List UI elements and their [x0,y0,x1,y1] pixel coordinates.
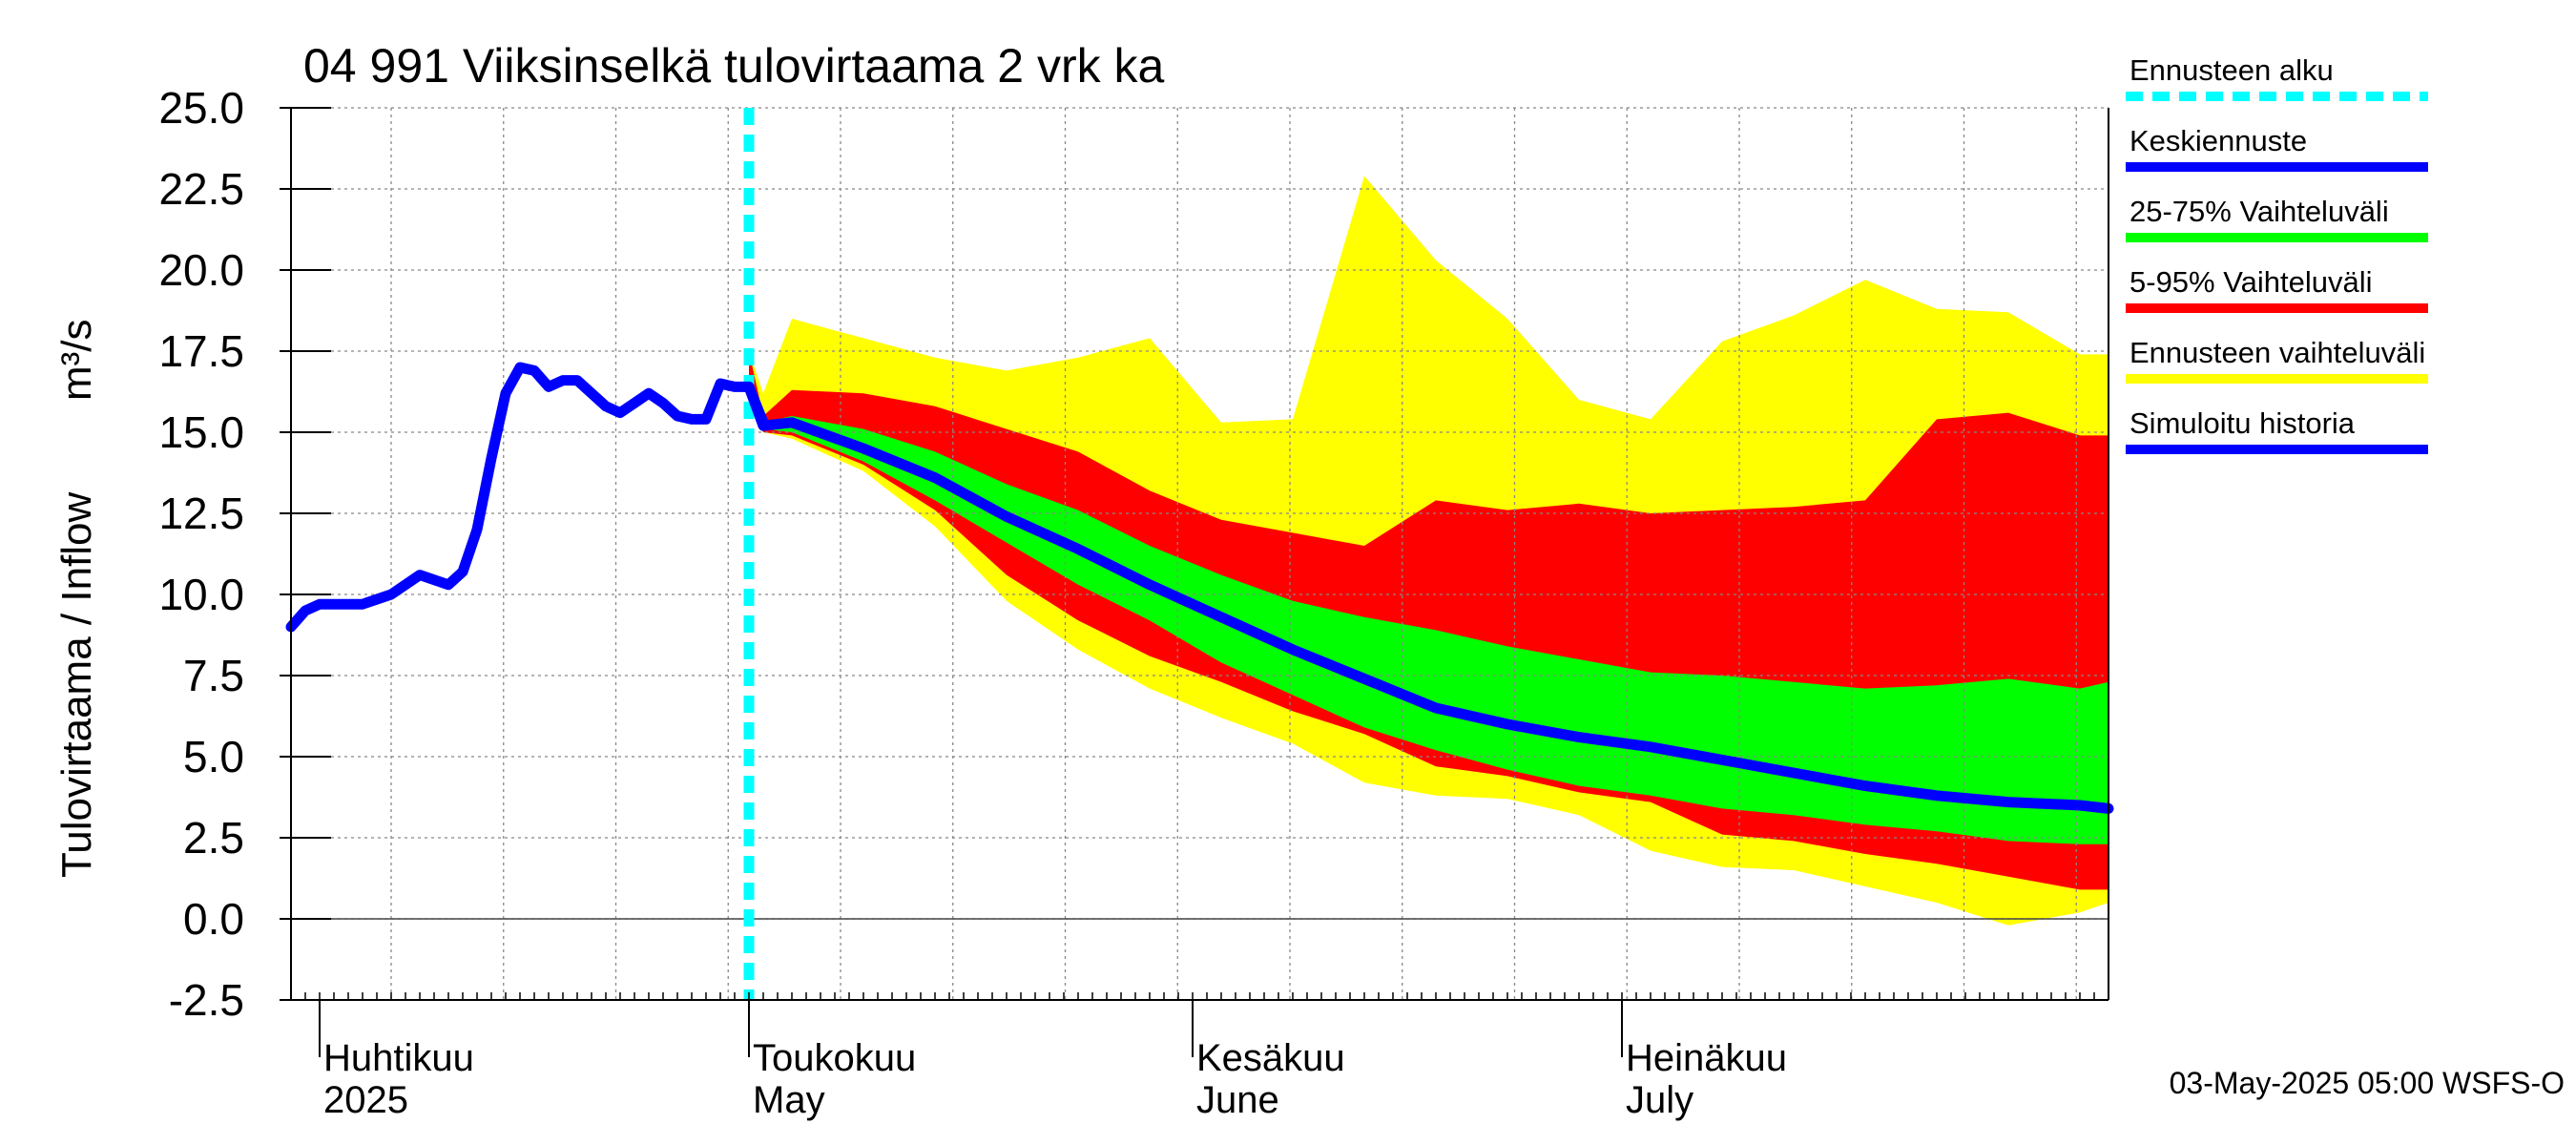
y-axis-unit: m³/s [53,319,100,401]
footer-timestamp: 03-May-2025 05:00 WSFS-O [2170,1066,2565,1100]
band-25-75 [749,386,2109,844]
month-sublabel: May [753,1079,825,1121]
forecast-bands [291,108,2109,1000]
series-mean-forecast [743,381,2114,814]
series-simulated-history [285,362,769,633]
legend-label: 25-75% Vaihteluväli [2129,195,2389,228]
y-tick-label: 25.0 [158,83,244,133]
legend-label: Ennusteen vaihteluväli [2129,336,2425,369]
legend: Ennusteen alku Keskiennuste 25-75% Vaihtel… [2126,53,2428,454]
y-axis-label-text: Tulovirtaama / Inflow [53,491,100,878]
month-sublabel: 2025 [323,1079,408,1121]
y-tick-label: 2.5 [183,813,244,863]
month-label: Heinäkuu [1626,1037,1787,1079]
grid [291,107,2109,1001]
month-label: Kesäkuu [1196,1037,1345,1079]
y-tick-label: 12.5 [158,489,244,538]
y-tick-label: 22.5 [158,164,244,214]
y-tick-label: 17.5 [158,326,244,376]
month-label: Huhtikuu [323,1037,474,1079]
series-lines [285,108,2114,1000]
y-tick-label: 10.0 [158,570,244,619]
y-tick-label: 20.0 [158,245,244,295]
legend-label: 5-95% Vaihteluväli [2129,265,2372,299]
y-tick-label: 15.0 [158,407,244,457]
y-tick-label: 5.0 [183,732,244,781]
legend-label: Ennusteen alku [2129,53,2334,87]
y-tick-label: -2.5 [169,975,244,1025]
y-tick-label: 0.0 [183,894,244,944]
axes: -2.5 0.0 2.5 5.0 7.5 10.0 12.5 15.0 17.5 20.0 22.5… [158,83,2109,1121]
legend-label: Simuloitu historia [2129,406,2356,440]
chart-title: 04 991 Viiksinselkä tulovirtaama 2 vrk k… [303,39,1164,93]
y-axis-label: Tulovirtaama / Inflow m³/s [53,319,100,878]
month-sublabel: June [1196,1079,1279,1121]
legend-label: Keskiennuste [2129,124,2307,157]
month-label: Toukokuu [753,1037,916,1079]
month-sublabel: July [1626,1079,1693,1121]
y-tick-label: 7.5 [183,651,244,700]
